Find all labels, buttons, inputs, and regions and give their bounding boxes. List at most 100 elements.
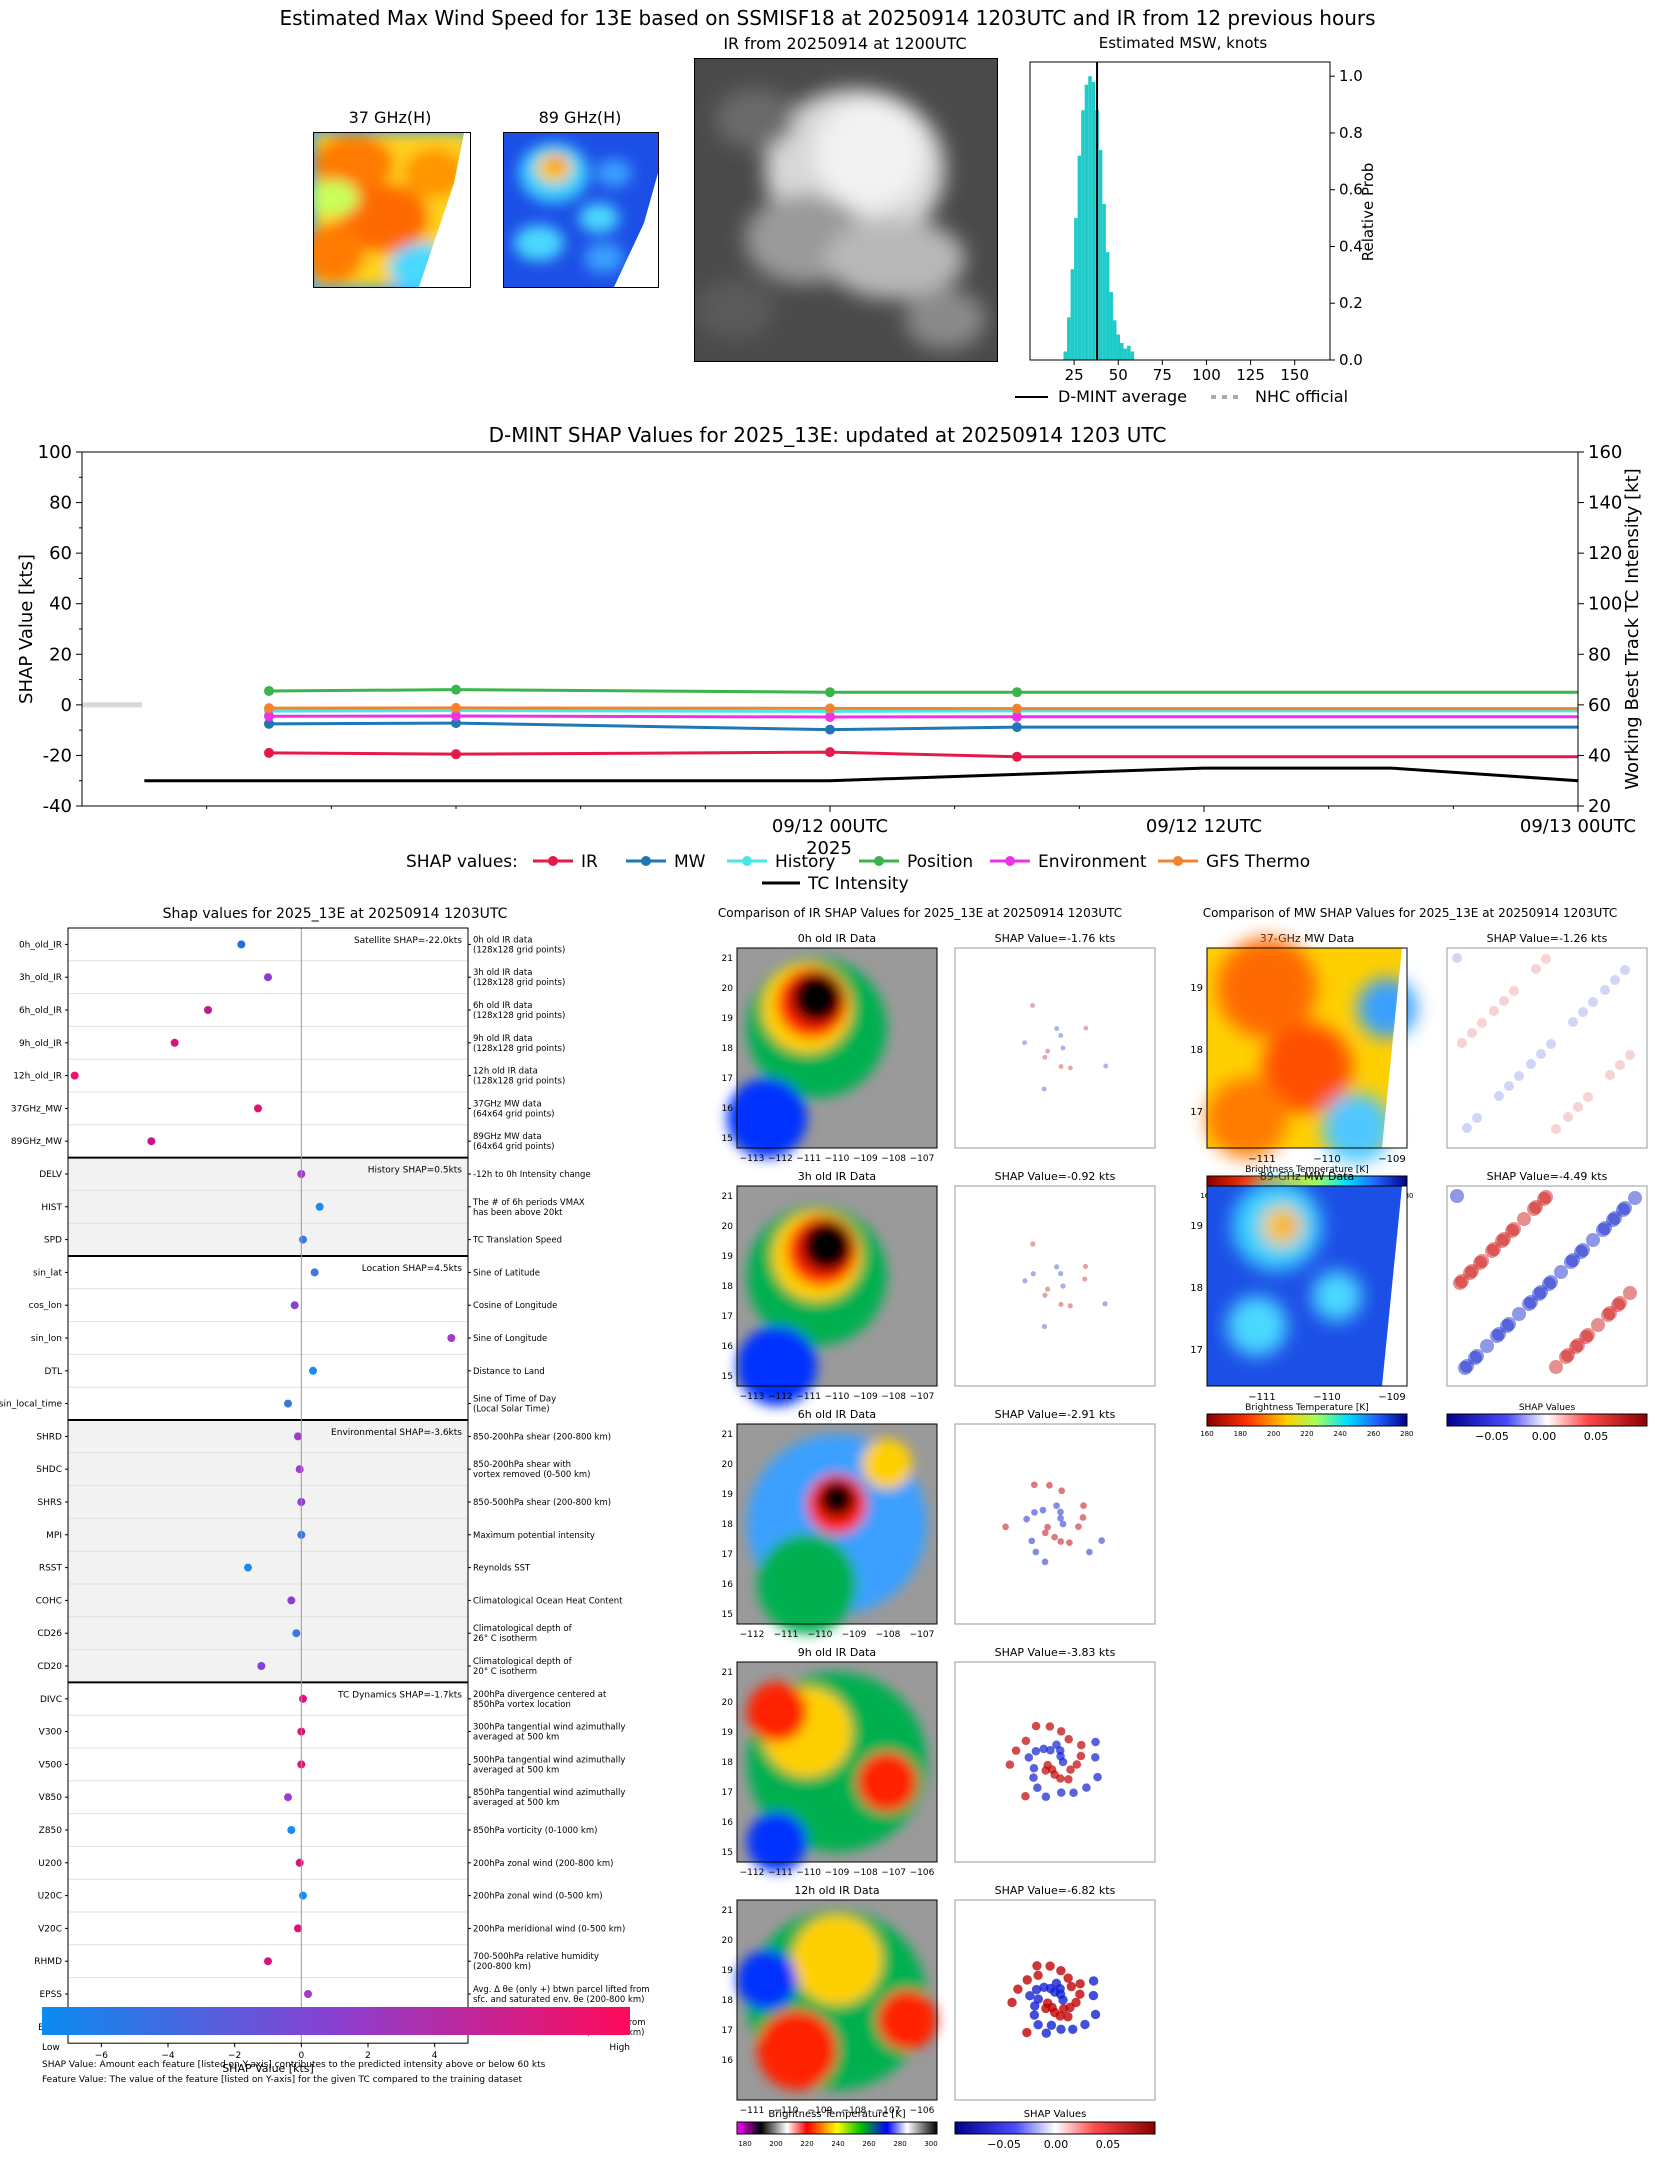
histogram-bar-8 bbox=[1091, 81, 1096, 360]
ir-shap-blob bbox=[1021, 1736, 1031, 1746]
ir-shap-image bbox=[955, 1186, 1155, 1386]
feature-desc: 500hPa tangential wind azimuthally bbox=[473, 1755, 625, 1765]
ir-blob bbox=[757, 2010, 837, 2090]
ir-shap-blob bbox=[1091, 1753, 1100, 1762]
mw-shap-blob bbox=[1573, 1102, 1583, 1112]
ir-panel-label: 12h old IR Data bbox=[794, 1884, 879, 1897]
ir-shap-blob bbox=[1088, 1976, 1099, 1986]
legend-nhc-label: NHC official bbox=[1255, 387, 1348, 406]
ir-xtick-label: −107 bbox=[910, 1392, 935, 1402]
series-point-gfs-thermo bbox=[1012, 703, 1022, 714]
ir-bt-tick: 300 bbox=[924, 2140, 937, 2148]
series-line-environment bbox=[268, 714, 1578, 719]
mw-xtick-label: −110 bbox=[1313, 1392, 1340, 1403]
ir-shap-blob bbox=[1031, 1509, 1038, 1516]
ir-shap-blob bbox=[1041, 1792, 1051, 1801]
mw-blob bbox=[1262, 1023, 1352, 1113]
feature-point-hist bbox=[315, 1202, 324, 1211]
ir-shap-blob bbox=[1091, 1737, 1100, 1747]
ir-shap-frame bbox=[954, 1661, 1156, 1863]
ir-shap-frame bbox=[954, 1899, 1156, 2101]
feature-desc: 9h old IR data bbox=[473, 1034, 532, 1044]
ir-blob bbox=[747, 1682, 807, 1742]
legend-prefix: SHAP values: bbox=[406, 852, 518, 872]
thumb37-image bbox=[313, 132, 471, 288]
mw-shap-blob bbox=[1517, 1212, 1531, 1226]
mw-shap-image bbox=[1447, 1186, 1647, 1386]
ir-comparison-title: Comparison of IR SHAP Values for 2025_13… bbox=[717, 906, 1123, 920]
mw-shap-tick: 0.00 bbox=[1532, 1430, 1557, 1443]
ir-shap-blob bbox=[1088, 1990, 1099, 2001]
ts-y2label: Working Best Track TC Intensity [kt] bbox=[1622, 468, 1643, 789]
ir-blob bbox=[819, 1481, 855, 1517]
histogram-bar-16 bbox=[1120, 342, 1124, 360]
feature-desc: averaged at 500 km bbox=[473, 1733, 559, 1743]
ir-shap-blob bbox=[1066, 1981, 1077, 1992]
histogram-bar-18 bbox=[1127, 345, 1131, 360]
feature-desc: (128x128 grid points) bbox=[473, 1011, 565, 1021]
feature-desc: 0h old IR data bbox=[473, 935, 532, 945]
ir-shap-blob bbox=[1068, 2024, 1078, 2035]
ir-shap-frame bbox=[954, 1423, 1156, 1625]
mw-blob bbox=[1217, 938, 1317, 1038]
ir-panel-label: 3h old IR Data bbox=[798, 1170, 876, 1183]
ir-ytick-label: 20 bbox=[722, 984, 734, 994]
ir-xtick-label: −108 bbox=[876, 1630, 901, 1640]
ir-xtick-label: −111 bbox=[774, 1630, 799, 1640]
ir-shap-blob bbox=[1046, 1481, 1053, 1489]
mw-shap-blob bbox=[1542, 1277, 1556, 1291]
feature-title: Shap values for 2025_13E at 20250914 120… bbox=[162, 906, 508, 922]
ir-shap-blob bbox=[1023, 1515, 1031, 1523]
ir-data-blobs bbox=[747, 1672, 927, 1872]
ir-shap-blob bbox=[1030, 1241, 1036, 1247]
feature-desc: 37GHz MW data bbox=[473, 1099, 542, 1109]
ir-shap-image bbox=[955, 1424, 1155, 1624]
ir-shap-image bbox=[955, 1662, 1155, 1862]
feature-desc: (128x128 grid points) bbox=[473, 1077, 565, 1087]
mw-shap-blob bbox=[1563, 1112, 1573, 1122]
mw-xtick-label: −109 bbox=[1378, 1392, 1405, 1403]
feature-name: CD26 bbox=[37, 1629, 62, 1639]
mw-shap-blob bbox=[1601, 1308, 1615, 1322]
ir-shap-blob bbox=[1093, 1772, 1102, 1782]
histogram-bar-10 bbox=[1098, 149, 1103, 360]
feature-desc: 850-200hPa shear (200-800 km) bbox=[473, 1432, 611, 1442]
feature-point-cos_lon bbox=[290, 1301, 299, 1310]
mw-bt-label: Brightness Temperature [K] bbox=[1245, 1403, 1369, 1413]
mw-shapvalues-label: SHAP Values bbox=[1519, 1403, 1576, 1413]
ir-shap-blob bbox=[1063, 2012, 1073, 2022]
legend-swatch-dot bbox=[1173, 856, 1183, 866]
feature-name: RSST bbox=[39, 1564, 63, 1574]
feature-name: sin_lon bbox=[31, 1334, 62, 1344]
feature-name: DELV bbox=[39, 1170, 63, 1180]
ts-xlabel: 2025 bbox=[806, 838, 852, 859]
ir-shap-blob bbox=[1031, 1984, 1042, 1995]
mw-shap-blob bbox=[1458, 1361, 1472, 1375]
ir-ytick-label: 21 bbox=[722, 1668, 733, 1678]
histogram-chart: 25 50 75 100 125 150 0.0 0.2 0.4 0.6 0.8 1.0 Relativ… bbox=[1015, 61, 1377, 406]
feature-point-12h_old_ir bbox=[70, 1071, 79, 1080]
histogram-bar-17 bbox=[1123, 348, 1128, 360]
mw-bt-label: Brightness Temperature [K] bbox=[1245, 1165, 1369, 1175]
ir-shap-blob bbox=[1103, 1063, 1109, 1069]
ir-xtick-label: −108 bbox=[842, 2106, 867, 2116]
ir-shap-blob bbox=[1082, 1783, 1091, 1792]
ir-ytick-label: 17 bbox=[722, 1550, 733, 1560]
ir-shap-blob bbox=[1053, 1502, 1060, 1510]
histogram-bar-15 bbox=[1116, 334, 1120, 360]
mw-shap-blob bbox=[1611, 1298, 1625, 1312]
ir-xtick-label: −112 bbox=[740, 1868, 765, 1878]
hist-xtick-label: 100 bbox=[1192, 366, 1221, 384]
feature-point-0h_old_ir bbox=[237, 940, 246, 949]
ir-data-blobs bbox=[747, 1434, 927, 1634]
feature-point-epss bbox=[304, 1990, 312, 1998]
ir-shap-label: SHAP Value=-0.92 kts bbox=[995, 1170, 1116, 1183]
ir-ytick-label: 16 bbox=[722, 1342, 734, 1352]
feature-desc: (Local Solar Time) bbox=[473, 1405, 550, 1415]
legend-label-ir: IR bbox=[581, 852, 598, 872]
feature-name: V850 bbox=[39, 1793, 63, 1803]
ir-bt-tick: 220 bbox=[800, 2140, 813, 2148]
feature-name: COHC bbox=[36, 1596, 62, 1606]
mw-shap-blob bbox=[1495, 1234, 1509, 1248]
feature-name: V20C bbox=[38, 1924, 62, 1934]
